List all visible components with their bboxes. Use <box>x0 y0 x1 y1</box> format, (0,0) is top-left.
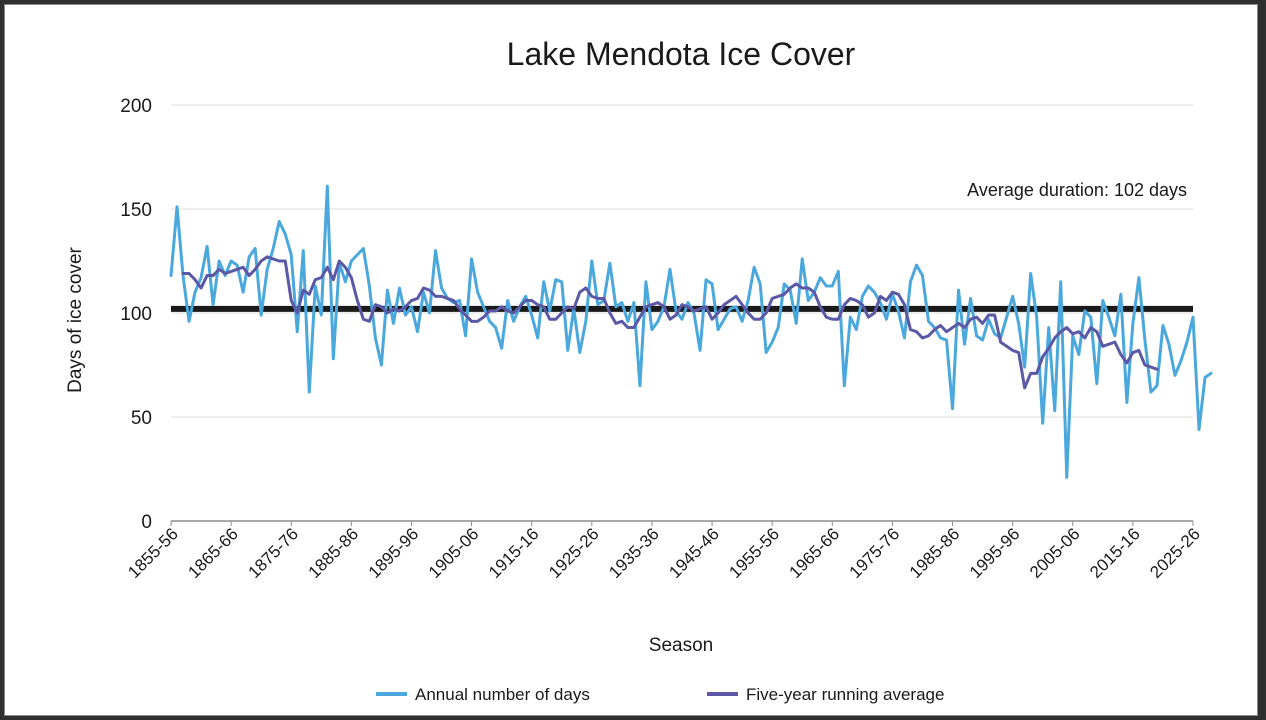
x-tick-label: 1875-76 <box>245 524 303 582</box>
x-tick-label: 1965-66 <box>786 524 844 582</box>
x-tick-label: 1925-26 <box>545 524 603 582</box>
x-axis-ticks: 1855-56 1865-66 1875-76 1885-86 1895-96 1905-… <box>124 521 1204 582</box>
x-tick-label: 2005-06 <box>1026 524 1084 582</box>
series-lines <box>169 184 1213 479</box>
x-tick-label: 2015-16 <box>1086 524 1144 582</box>
gridlines <box>171 104 1193 522</box>
x-tick-label: 1955-56 <box>725 524 783 582</box>
chart-svg: Lake Mendota Ice Cover 0 50 100 150 200 1855… <box>65 36 1213 704</box>
y-tick-label: 200 <box>120 96 152 117</box>
x-tick-label: 1995-96 <box>966 524 1024 582</box>
y-axis-title: Days of ice cover <box>65 246 86 392</box>
legend-label-annual: Annual number of days <box>415 685 590 704</box>
x-tick-label: 1975-76 <box>846 524 904 582</box>
chart-title: Lake Mendota Ice Cover <box>507 36 856 72</box>
x-tick-label: 1885-86 <box>305 524 363 582</box>
x-tick-label: 1945-46 <box>665 524 723 582</box>
x-tick-label: 1985-86 <box>906 524 964 582</box>
y-axis-ticks: 0 50 100 150 200 <box>120 96 152 533</box>
x-tick-label: 1915-16 <box>485 524 543 582</box>
average-reference: Average duration: 102 days <box>171 180 1193 312</box>
legend-label-running-average: Five-year running average <box>746 685 944 704</box>
x-tick-label: 1905-06 <box>425 524 483 582</box>
y-tick-label: 0 <box>141 512 152 533</box>
chart-frame: Lake Mendota Ice Cover 0 50 100 150 200 1855… <box>4 4 1258 716</box>
average-duration-label: Average duration: 102 days <box>967 180 1187 200</box>
x-axis-title: Season <box>649 635 713 656</box>
x-tick-label: 2025-26 <box>1146 524 1204 582</box>
y-tick-label: 50 <box>131 408 152 429</box>
legend: Annual number of days Five-year running … <box>376 685 944 704</box>
x-tick-label: 1935-36 <box>605 524 663 582</box>
x-tick-label: 1865-66 <box>184 524 242 582</box>
x-tick-label: 1855-56 <box>124 524 182 582</box>
y-tick-label: 150 <box>120 200 152 221</box>
y-tick-label: 100 <box>120 304 152 325</box>
series-line-running-average <box>181 255 1159 390</box>
x-tick-label: 1895-96 <box>365 524 423 582</box>
series-line-annual <box>169 184 1213 479</box>
